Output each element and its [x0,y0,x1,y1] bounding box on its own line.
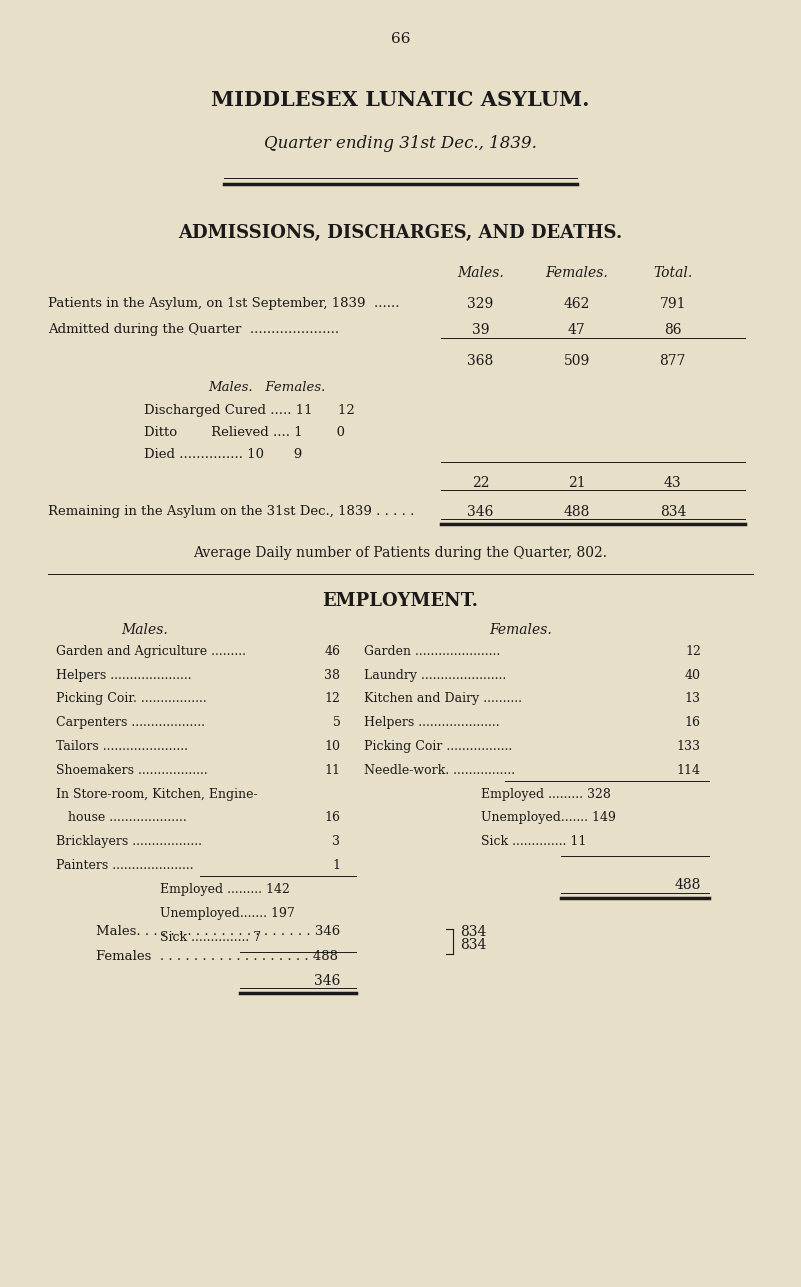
Text: 16: 16 [685,716,701,730]
Text: 834: 834 [461,937,487,951]
Text: Picking Coir .................: Picking Coir ................. [364,740,513,753]
Text: 12: 12 [685,645,701,658]
Text: 38: 38 [324,669,340,682]
Text: 1: 1 [332,860,340,873]
Text: Helpers .....................: Helpers ..................... [56,669,191,682]
Text: Remaining in the Asylum on the 31st Dec., 1839 . . . . .: Remaining in the Asylum on the 31st Dec.… [48,505,414,517]
Text: 5: 5 [332,716,340,730]
Text: 12: 12 [324,692,340,705]
Text: Needle-work. ................: Needle-work. ................ [364,764,516,777]
Text: Quarter ending 31st Dec., 1839.: Quarter ending 31st Dec., 1839. [264,135,537,152]
Text: 46: 46 [324,645,340,658]
Text: 488: 488 [564,505,590,519]
Text: Picking Coir. .................: Picking Coir. ................. [56,692,207,705]
Text: Employed ......... 142: Employed ......... 142 [160,883,290,896]
Text: 66: 66 [391,32,410,46]
Text: MIDDLESEX LUNATIC ASYLUM.: MIDDLESEX LUNATIC ASYLUM. [211,90,590,111]
Text: Males. . . . . . . . . . . . . . . . . . . . . 346: Males. . . . . . . . . . . . . . . . . .… [96,924,340,938]
Text: Discharged Cured ..... 11      12: Discharged Cured ..... 11 12 [144,404,355,417]
Text: 368: 368 [468,354,493,368]
Text: Total.: Total. [653,266,693,281]
Text: 509: 509 [564,354,590,368]
Text: 43: 43 [664,476,682,490]
Text: Bricklayers ..................: Bricklayers .................. [56,835,202,848]
Text: 21: 21 [568,476,586,490]
Text: 10: 10 [324,740,340,753]
Text: 346: 346 [468,505,493,519]
Text: Males.: Males. [457,266,504,281]
Text: Females.: Females. [545,266,608,281]
Text: Painters .....................: Painters ..................... [56,860,194,873]
Text: Males.: Males. [121,623,167,637]
Text: EMPLOYMENT.: EMPLOYMENT. [323,592,478,610]
Text: Females  . . . . . . . . . . . . . . . . . . 488: Females . . . . . . . . . . . . . . . . … [96,950,338,964]
Text: 86: 86 [664,323,682,337]
Text: 40: 40 [685,669,701,682]
Text: 3: 3 [332,835,340,848]
Text: 11: 11 [324,764,340,777]
Text: 834: 834 [660,505,686,519]
Text: Females.: Females. [489,623,552,637]
Text: In Store-room, Kitchen, Engine-: In Store-room, Kitchen, Engine- [56,788,258,801]
Text: Garden and Agriculture .........: Garden and Agriculture ......... [56,645,246,658]
Text: 488: 488 [674,878,701,892]
Text: 47: 47 [568,323,586,337]
Text: 462: 462 [564,297,590,311]
Text: Tailors ......................: Tailors ...................... [56,740,188,753]
Text: Kitchen and Dairy ..........: Kitchen and Dairy .......... [364,692,522,705]
Text: ADMISSIONS, DISCHARGES, AND DEATHS.: ADMISSIONS, DISCHARGES, AND DEATHS. [179,224,622,242]
Text: 329: 329 [468,297,493,311]
Text: 877: 877 [659,354,686,368]
Text: 39: 39 [472,323,489,337]
Text: 834: 834 [461,924,487,938]
Text: 133: 133 [677,740,701,753]
Text: Sick ............... 7: Sick ............... 7 [160,931,261,943]
Text: Average Daily number of Patients during the Quarter, 802.: Average Daily number of Patients during … [194,546,607,560]
Text: 346: 346 [314,973,340,987]
Text: 13: 13 [685,692,701,705]
Text: Carpenters ...................: Carpenters ................... [56,716,205,730]
Text: Ditto        Relieved .... 1        0: Ditto Relieved .... 1 0 [144,426,345,439]
Text: Died ............... 10       9: Died ............... 10 9 [144,448,303,461]
Text: Employed ......... 328: Employed ......... 328 [481,788,610,801]
Text: 114: 114 [677,764,701,777]
Text: Unemployed....... 149: Unemployed....... 149 [481,812,615,825]
Text: Shoemakers ..................: Shoemakers .................. [56,764,207,777]
Text: Unemployed....... 197: Unemployed....... 197 [160,906,295,920]
Text: house ....................: house .................... [56,812,187,825]
Text: Sick .............. 11: Sick .............. 11 [481,835,586,848]
Text: 16: 16 [324,812,340,825]
Text: Males.   Females.: Males. Females. [208,381,326,394]
Text: Helpers .....................: Helpers ..................... [364,716,500,730]
Text: 22: 22 [472,476,489,490]
Text: 791: 791 [659,297,686,311]
Text: Laundry ......................: Laundry ...................... [364,669,507,682]
Text: Garden ......................: Garden ...................... [364,645,501,658]
Text: Admitted during the Quarter  .....................: Admitted during the Quarter ............… [48,323,339,336]
Text: Patients in the Asylum, on 1st September, 1839  ......: Patients in the Asylum, on 1st September… [48,297,400,310]
